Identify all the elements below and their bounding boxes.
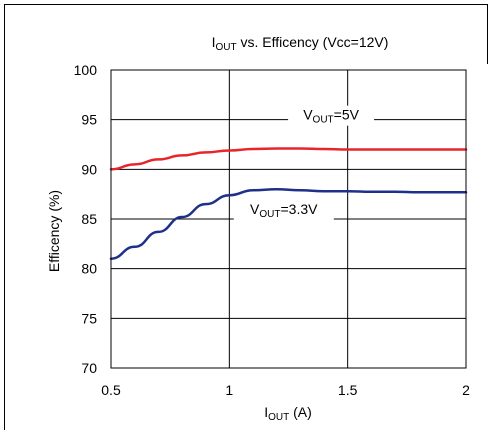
- figure-border-left: [4, 4, 5, 430]
- chart-labels: IOUT vs. Efficency (Vcc=12V) IOUT (A) Effi…: [46, 34, 388, 423]
- x-tick-label: 1.5: [338, 382, 358, 398]
- series-label-vout-5v: VOUT=5V: [303, 107, 359, 126]
- y-axis-label: Efficency (%): [46, 190, 62, 272]
- series-label-bg: [233, 200, 334, 221]
- y-tick-label: 70: [81, 360, 97, 376]
- y-tick-label: 75: [81, 310, 97, 326]
- y-tick-label: 100: [74, 62, 98, 78]
- figure-border-right: [487, 4, 488, 64]
- y-tick-label: 80: [81, 261, 97, 277]
- y-tick-label: 95: [81, 112, 97, 128]
- tick-labels: 0.5 1 1.5 2 70 75 80 85 90 95 100: [74, 62, 470, 398]
- series-label-vout-3-3v: VOUT=3.3V: [250, 201, 318, 220]
- x-axis-label: IOUT (A): [264, 404, 312, 423]
- figure-border-top: [4, 4, 488, 5]
- y-tick-label: 85: [81, 211, 97, 227]
- series-label-bg: [288, 105, 375, 126]
- y-tick-label: 90: [81, 161, 97, 177]
- chart-title: IOUT vs. Efficency (Vcc=12V): [212, 34, 389, 53]
- x-tick-label: 0.5: [101, 382, 121, 398]
- series-line-vout-3-3v: [109, 187, 468, 260]
- x-tick-label: 1: [225, 382, 233, 398]
- plot-area: [110, 69, 467, 369]
- x-tick-label: 2: [462, 382, 470, 398]
- series-line-vout-5v: [109, 147, 468, 171]
- series-group: [109, 147, 468, 260]
